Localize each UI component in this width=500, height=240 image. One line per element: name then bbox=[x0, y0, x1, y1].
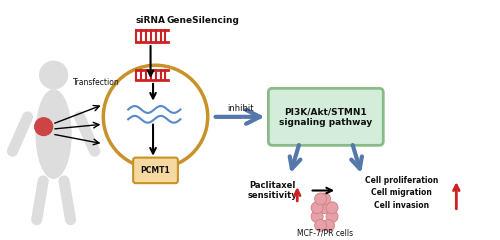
Circle shape bbox=[318, 193, 330, 205]
Circle shape bbox=[322, 220, 334, 231]
Text: Paclitaxel
sensitivity: Paclitaxel sensitivity bbox=[248, 181, 298, 200]
Circle shape bbox=[326, 211, 338, 222]
FancyArrowPatch shape bbox=[12, 117, 28, 151]
Text: GeneSilencing: GeneSilencing bbox=[166, 16, 239, 24]
Text: PCMT1: PCMT1 bbox=[140, 166, 170, 175]
FancyArrowPatch shape bbox=[352, 145, 362, 169]
FancyBboxPatch shape bbox=[133, 158, 178, 183]
Circle shape bbox=[34, 118, 52, 136]
Circle shape bbox=[314, 220, 326, 231]
Circle shape bbox=[318, 202, 330, 214]
FancyArrowPatch shape bbox=[216, 110, 260, 124]
Text: Cell proliferation: Cell proliferation bbox=[365, 176, 438, 185]
Text: inhibit: inhibit bbox=[227, 104, 254, 113]
Text: MCF-7/PR cells: MCF-7/PR cells bbox=[296, 229, 352, 238]
Circle shape bbox=[311, 202, 323, 214]
Text: PI3K/Akt/STMN1
signaling pathway: PI3K/Akt/STMN1 signaling pathway bbox=[279, 107, 372, 126]
Text: siRNA: siRNA bbox=[136, 16, 166, 24]
Text: Cell migration: Cell migration bbox=[371, 188, 432, 198]
FancyBboxPatch shape bbox=[268, 88, 384, 145]
Ellipse shape bbox=[36, 90, 71, 178]
Circle shape bbox=[311, 211, 323, 222]
FancyArrowPatch shape bbox=[64, 181, 70, 220]
Circle shape bbox=[314, 193, 326, 205]
Text: Transfection: Transfection bbox=[72, 78, 119, 87]
Circle shape bbox=[40, 61, 68, 89]
Circle shape bbox=[326, 202, 338, 214]
FancyArrowPatch shape bbox=[36, 181, 43, 220]
FancyArrowPatch shape bbox=[80, 117, 94, 151]
Text: Cell invasion: Cell invasion bbox=[374, 201, 429, 210]
FancyArrowPatch shape bbox=[290, 145, 300, 169]
